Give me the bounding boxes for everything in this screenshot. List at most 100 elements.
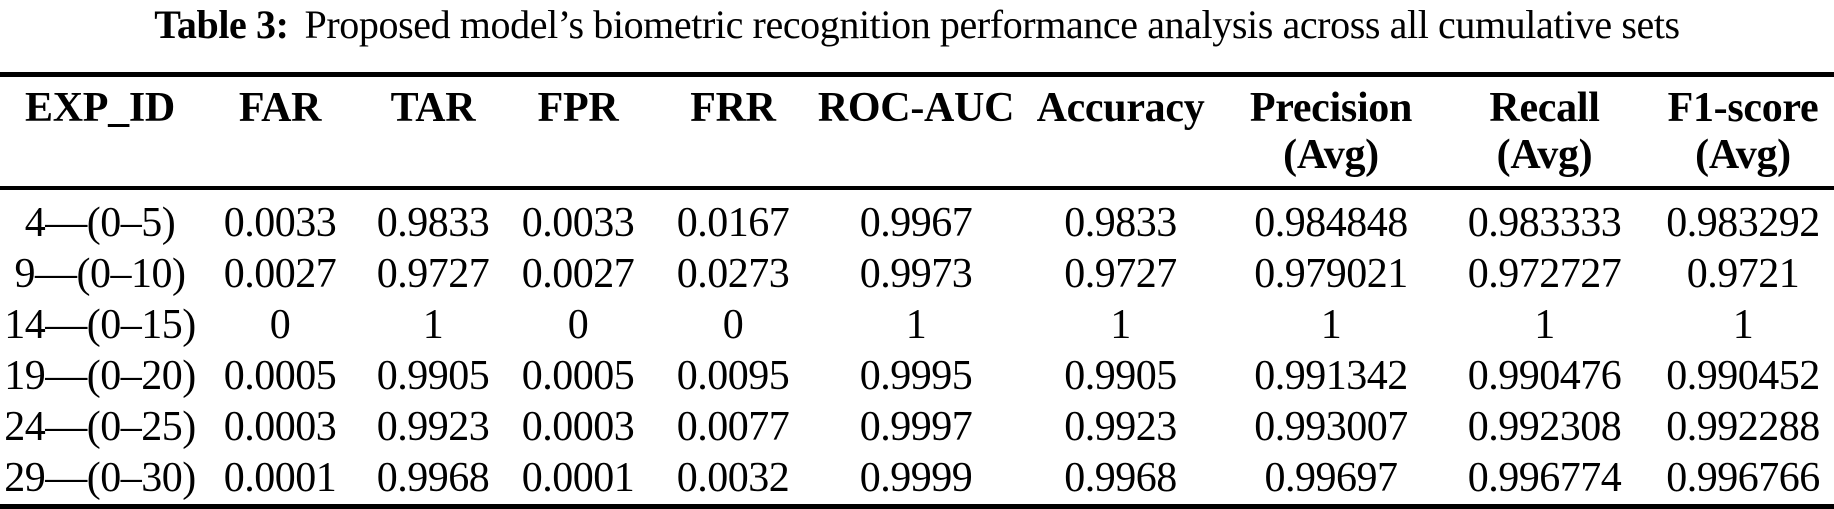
table-row: 29—(0–30) 0.0001 0.9968 0.0001 0.0032 0.9999 0… xyxy=(0,453,1834,507)
value-cell: 0.0273 xyxy=(676,251,790,297)
value-cell: 1 xyxy=(1732,302,1754,348)
value-cell: 0 xyxy=(567,302,589,348)
exp-id-cell: 24—(0–25) xyxy=(4,404,196,450)
value-cell: 0.9995 xyxy=(859,353,973,399)
value-cell: 0 xyxy=(722,302,744,348)
value-cell: 0.9721 xyxy=(1686,251,1800,297)
value-cell: 0.990476 xyxy=(1467,353,1622,399)
value-cell: 0.983333 xyxy=(1467,200,1622,246)
results-table: EXP_ID FAR TAR FPR FRR xyxy=(0,72,1834,509)
value-cell: 0.0003 xyxy=(521,404,635,450)
value-cell: 1 xyxy=(1110,302,1131,348)
column-header-label: F1-score xyxy=(1667,85,1819,131)
value-cell: 0.993007 xyxy=(1254,404,1408,450)
column-header-sub: (Avg) xyxy=(1496,132,1593,178)
column-header-sub xyxy=(650,133,816,178)
column-header-roc-auc: ROC-AUC xyxy=(816,75,1016,189)
table-row: 19—(0–20) 0.0005 0.9905 0.0005 0.0095 0.9995 0… xyxy=(0,351,1834,402)
value-cell: 0.99697 xyxy=(1264,455,1399,501)
value-cell: 1 xyxy=(1320,302,1342,348)
value-cell: 0.9727 xyxy=(1064,251,1177,297)
column-header-label: ROC-AUC xyxy=(817,85,1015,131)
value-cell: 0.9968 xyxy=(1064,455,1177,501)
value-cell: 0.9923 xyxy=(1064,404,1177,450)
column-header-tar: TAR xyxy=(360,75,506,189)
value-cell: 0.990452 xyxy=(1666,353,1820,399)
value-cell: 0.991342 xyxy=(1254,353,1408,399)
column-header-fpr: FPR xyxy=(506,75,650,189)
value-cell: 0.992308 xyxy=(1467,404,1622,450)
value-cell: 0.0077 xyxy=(676,404,790,450)
value-cell: 0.979021 xyxy=(1254,251,1408,297)
value-cell: 0.0033 xyxy=(521,200,635,246)
value-cell: 0 xyxy=(269,302,291,348)
value-cell: 0.0095 xyxy=(676,353,790,399)
value-cell: 0.9968 xyxy=(376,455,490,501)
column-header-label: EXP_ID xyxy=(25,85,175,131)
column-header-precision-avg: Precision (Avg) xyxy=(1225,75,1437,189)
column-header-accuracy: Accuracy xyxy=(1016,75,1225,189)
table-row: 14—(0–15) 0 1 0 0 1 1 1 1 1 xyxy=(0,300,1834,351)
column-header-sub xyxy=(200,133,360,178)
exp-id-cell: 29—(0–30) xyxy=(4,455,196,501)
column-header-label: FAR xyxy=(238,85,322,131)
value-cell: 0.0005 xyxy=(223,353,337,399)
value-cell: 0.9999 xyxy=(859,455,973,501)
value-cell: 0.9905 xyxy=(376,353,490,399)
column-header-far: FAR xyxy=(200,75,360,189)
value-cell: 0.0001 xyxy=(223,455,337,501)
table-caption: Table 3: Proposed model’s biometric recog… xyxy=(0,2,1834,48)
exp-id-cell: 19—(0–20) xyxy=(4,353,196,399)
column-header-sub xyxy=(506,133,650,178)
table-header: EXP_ID FAR TAR FPR FRR xyxy=(0,75,1834,189)
column-header-sub: (Avg) xyxy=(1283,132,1379,178)
value-cell: 0.9905 xyxy=(1064,353,1177,399)
table-row: 4—(0–5) 0.0033 0.9833 0.0033 0.0167 0.9967 0.9… xyxy=(0,188,1834,249)
column-header-frr: FRR xyxy=(650,75,816,189)
value-cell: 0.0005 xyxy=(521,353,635,399)
value-cell: 0.996766 xyxy=(1666,455,1820,501)
value-cell: 0.9967 xyxy=(859,200,973,246)
value-cell: 0.9833 xyxy=(1064,200,1177,246)
value-cell: 0.0027 xyxy=(521,251,635,297)
value-cell: 0.9923 xyxy=(376,404,490,450)
column-header-label: Accuracy xyxy=(1036,85,1205,131)
table-caption-label: Table 3: xyxy=(154,2,289,47)
table-caption-text: Proposed model’s biometric recognition p… xyxy=(304,2,1681,47)
exp-id-cell: 9—(0–10) xyxy=(14,251,186,297)
column-header-label: FPR xyxy=(537,85,619,131)
value-cell: 1 xyxy=(905,302,927,348)
value-cell: 0.9833 xyxy=(376,200,490,246)
value-cell: 0.0167 xyxy=(676,200,790,246)
value-cell: 0.0003 xyxy=(223,404,337,450)
value-cell: 0.0033 xyxy=(223,200,337,246)
exp-id-cell: 14—(0–15) xyxy=(4,302,196,348)
value-cell: 1 xyxy=(1534,302,1555,348)
table-row: 24—(0–25) 0.0003 0.9923 0.0003 0.0077 0.9997 0… xyxy=(0,402,1834,453)
column-header-label: FRR xyxy=(690,85,776,131)
value-cell: 0.9727 xyxy=(376,251,490,297)
value-cell: 1 xyxy=(422,302,444,348)
value-cell: 0.0032 xyxy=(676,455,790,501)
column-header-label: Precision xyxy=(1249,85,1413,131)
value-cell: 0.0027 xyxy=(223,251,337,297)
header-row: EXP_ID FAR TAR FPR FRR xyxy=(0,75,1834,189)
column-header-sub xyxy=(816,133,1016,178)
column-header-label: TAR xyxy=(390,85,476,131)
value-cell: 0.992288 xyxy=(1666,404,1820,450)
column-header-sub xyxy=(0,133,200,178)
value-cell: 0.983292 xyxy=(1666,200,1820,246)
value-cell: 0.9997 xyxy=(859,404,973,450)
column-header-sub: (Avg) xyxy=(1695,132,1791,178)
value-cell: 0.996774 xyxy=(1467,455,1622,501)
value-cell: 0.972727 xyxy=(1467,251,1622,297)
exp-id-cell: 4—(0–5) xyxy=(24,200,176,246)
column-header-recall-avg: Recall (Avg) xyxy=(1437,75,1652,189)
value-cell: 0.0001 xyxy=(521,455,635,501)
column-header-exp-id: EXP_ID xyxy=(0,75,200,189)
column-header-sub xyxy=(360,133,506,178)
table-body: 4—(0–5) 0.0033 0.9833 0.0033 0.0167 0.9967 0.9… xyxy=(0,188,1834,507)
column-header-sub xyxy=(1016,133,1225,178)
column-header-f1-score-avg: F1-score (Avg) xyxy=(1652,75,1834,189)
